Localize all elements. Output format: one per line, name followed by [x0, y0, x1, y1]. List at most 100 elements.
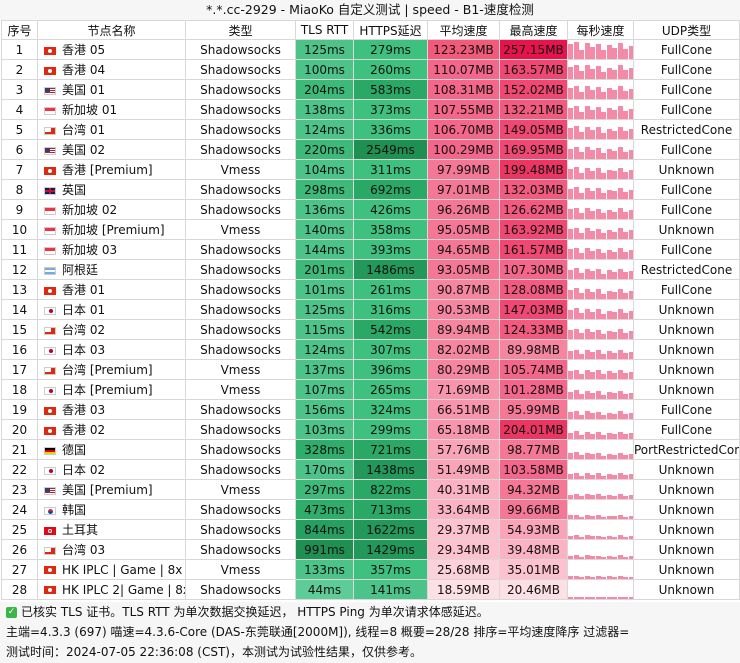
- sparkline-bar: [573, 328, 579, 339]
- cell-max-speed: 101.28MB: [499, 379, 568, 400]
- sparkline-bar: [584, 329, 590, 339]
- sparkline-bar: [606, 351, 612, 359]
- cell-type: Shadowsocks: [185, 339, 296, 360]
- cell-tls-rtt: 156ms: [295, 399, 354, 420]
- sparkline-bar: [606, 149, 612, 159]
- table-row: 7 香港 [Premium] Vmess 104ms 311ms 97.99MB 199.4…: [1, 159, 740, 180]
- speed-sparkline: [568, 41, 633, 59]
- sparkline-bar: [617, 329, 623, 339]
- sparkline-bar: [601, 537, 606, 539]
- cell-https-latency: 265ms: [353, 379, 428, 400]
- cell-per-second-speed: [567, 299, 634, 320]
- cell-udp-type: FullCone: [633, 419, 740, 440]
- cell-https-latency: 141ms: [353, 579, 428, 600]
- cell-index: 18: [1, 379, 38, 400]
- sparkline-bar: [590, 69, 595, 79]
- cell-udp-type: FullCone: [633, 279, 740, 300]
- cell-max-speed: 128.08MB: [499, 279, 568, 300]
- cell-per-second-speed: [567, 39, 634, 60]
- node-name-text: 日本 01: [62, 303, 106, 317]
- sparkline-bar: [590, 495, 595, 499]
- sparkline-bar: [590, 251, 595, 259]
- cell-max-speed: 132.03MB: [499, 179, 568, 200]
- cell-udp-type: Unknown: [633, 559, 740, 580]
- sparkline-bar: [579, 556, 584, 559]
- cell-type: Shadowsocks: [185, 259, 296, 280]
- sparkline-bar: [568, 309, 573, 319]
- sparkline-bar: [584, 268, 590, 279]
- cell-node-name: 日本 [Premium]: [37, 379, 186, 400]
- cell-max-speed: 103.58MB: [499, 459, 568, 480]
- cell-udp-type: RestrictedCone: [633, 259, 740, 280]
- cell-type: Shadowsocks: [185, 419, 296, 440]
- sparkline-bar: [617, 147, 623, 159]
- sparkline-bar: [568, 515, 573, 519]
- sparkline-bar: [579, 131, 584, 139]
- cell-https-latency: 2549ms: [353, 139, 428, 160]
- sparkline-bar: [573, 349, 579, 359]
- cell-index: 8: [1, 179, 38, 200]
- table-row: 25 土耳其 Shadowsocks 844ms 1622ms 29.37MB 54.93M…: [1, 519, 740, 540]
- speed-sparkline: [568, 81, 633, 99]
- flag-icon-jp: [44, 346, 56, 355]
- cell-udp-type: Unknown: [633, 159, 740, 180]
- cell-avg-speed: 66.51MB: [427, 399, 500, 420]
- cell-per-second-speed: [567, 459, 634, 480]
- sparkline-bar: [579, 152, 584, 159]
- sparkline-bar: [595, 452, 601, 459]
- cell-avg-speed: 100.29MB: [427, 139, 500, 160]
- cell-avg-speed: 106.70MB: [427, 119, 500, 140]
- sparkline-bar: [584, 86, 590, 99]
- cell-tls-rtt: 204ms: [295, 79, 354, 100]
- flag-icon-sg: [44, 106, 56, 115]
- cell-per-second-speed: [567, 379, 634, 400]
- sparkline-bar: [628, 190, 633, 199]
- sparkline-bar: [573, 105, 579, 119]
- sparkline-bar: [601, 333, 606, 339]
- cell-tls-rtt: 328ms: [295, 439, 354, 460]
- cell-avg-speed: 25.68MB: [427, 559, 500, 580]
- window-title: *.*.cc-2929 - MiaoKo 自定义测试 | speed - B1-…: [0, 0, 740, 20]
- sparkline-bar: [617, 349, 623, 359]
- cell-per-second-speed: [567, 239, 634, 260]
- sparkline-bar: [623, 272, 628, 279]
- cell-avg-speed: 93.05MB: [427, 259, 500, 280]
- sparkline-bar: [568, 432, 573, 439]
- cell-per-second-speed: [567, 119, 634, 140]
- cell-max-speed: 126.62MB: [499, 199, 568, 220]
- sparkline-bar: [595, 188, 601, 199]
- sparkline-bar: [595, 269, 601, 279]
- sparkline-bar: [623, 434, 628, 439]
- cell-tls-rtt: 136ms: [295, 199, 354, 220]
- cell-node-name: 香港 03: [37, 399, 186, 420]
- cell-tls-rtt: 125ms: [295, 39, 354, 60]
- cell-tls-rtt: 124ms: [295, 339, 354, 360]
- sparkline-bar: [590, 413, 595, 419]
- sparkline-bar: [601, 313, 606, 319]
- sparkline-bar: [606, 128, 612, 139]
- cell-https-latency: 311ms: [353, 159, 428, 180]
- sparkline-bar: [601, 173, 606, 179]
- cell-max-speed: 98.77MB: [499, 439, 568, 460]
- sparkline-bar: [612, 393, 617, 399]
- cell-max-speed: 132.21MB: [499, 99, 568, 120]
- table-row: 13 香港 01 Shadowsocks 101ms 261ms 90.87MB 128.0…: [1, 279, 740, 300]
- sparkline-bar: [617, 452, 623, 459]
- sparkline-bar: [579, 455, 584, 459]
- sparkline-bar: [573, 64, 579, 79]
- cell-per-second-speed: [567, 219, 634, 240]
- node-name-text: 台湾 02: [62, 323, 106, 337]
- speed-sparkline: [568, 461, 633, 479]
- sparkline-bar: [617, 535, 623, 539]
- sparkline-bar: [623, 292, 628, 299]
- sparkline-bar: [595, 391, 601, 399]
- sparkline-bar: [584, 308, 590, 319]
- sparkline-bar: [595, 107, 601, 119]
- table-row: 17 台湾 [Premium] Vmess 137ms 396ms 80.29MB 105.…: [1, 359, 740, 380]
- sparkline-bar: [612, 556, 617, 559]
- speed-sparkline: [568, 321, 633, 339]
- cell-per-second-speed: [567, 499, 634, 520]
- sparkline-bar: [579, 597, 584, 599]
- sparkline-bar: [617, 167, 623, 179]
- flag-icon-tw: [44, 546, 56, 555]
